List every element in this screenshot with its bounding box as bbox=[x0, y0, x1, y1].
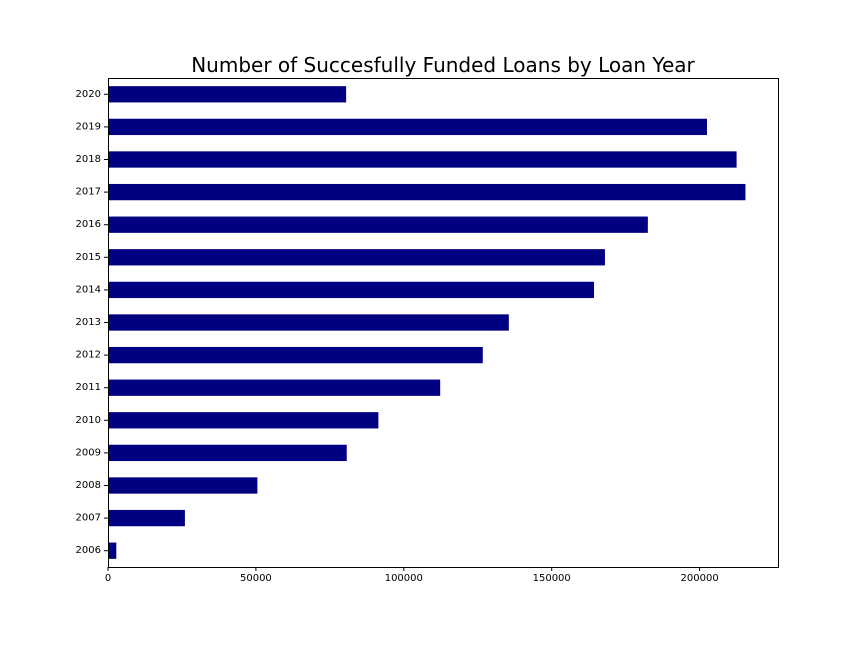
y-tick-label: 2020 bbox=[76, 89, 101, 100]
x-tick-label: 100000 bbox=[385, 573, 423, 584]
y-tick-label: 2006 bbox=[76, 545, 101, 556]
x-tick-label: 0 bbox=[105, 573, 111, 584]
bar-2016 bbox=[108, 216, 648, 233]
y-tick-label: 2013 bbox=[76, 317, 101, 328]
x-tick-label: 150000 bbox=[533, 573, 571, 584]
bar-2012 bbox=[108, 346, 483, 364]
x-tick-label: 50000 bbox=[240, 573, 272, 584]
y-axis-ticks: 2006 2007 2008 2009 2010 2011 2012 2013 2014 2015… bbox=[76, 89, 108, 556]
y-tick-label: 2019 bbox=[76, 121, 101, 132]
y-tick-label: 2012 bbox=[76, 350, 101, 361]
bar-2007 bbox=[108, 509, 185, 527]
bar-2006 bbox=[108, 542, 117, 559]
chart-title: Number of Succesfully Funded Loans by Lo… bbox=[191, 53, 695, 77]
bar-2009 bbox=[108, 444, 347, 462]
bar-2018 bbox=[108, 151, 737, 168]
bar-2017 bbox=[108, 183, 746, 201]
bar-2014 bbox=[108, 281, 595, 299]
y-tick-label: 2007 bbox=[76, 513, 101, 524]
x-tick-label: 200000 bbox=[681, 573, 719, 584]
bar-2020 bbox=[108, 86, 347, 103]
y-tick-label: 2010 bbox=[76, 415, 101, 426]
y-tick-label: 2011 bbox=[76, 382, 101, 393]
bars-group bbox=[108, 86, 746, 559]
y-tick-label: 2008 bbox=[76, 480, 101, 491]
bar-2015 bbox=[108, 249, 605, 266]
bar-2019 bbox=[108, 118, 708, 136]
bar-2011 bbox=[108, 379, 441, 396]
y-tick-label: 2014 bbox=[76, 284, 101, 295]
bar-2013 bbox=[108, 314, 509, 331]
y-tick-label: 2009 bbox=[76, 447, 101, 458]
y-tick-label: 2015 bbox=[76, 252, 101, 263]
y-tick-label: 2017 bbox=[76, 187, 101, 198]
plot-frame bbox=[108, 78, 779, 568]
bar-2010 bbox=[108, 412, 379, 429]
y-tick-label: 2016 bbox=[76, 219, 101, 230]
bar-2008 bbox=[108, 477, 258, 494]
y-tick-label: 2018 bbox=[76, 154, 101, 165]
